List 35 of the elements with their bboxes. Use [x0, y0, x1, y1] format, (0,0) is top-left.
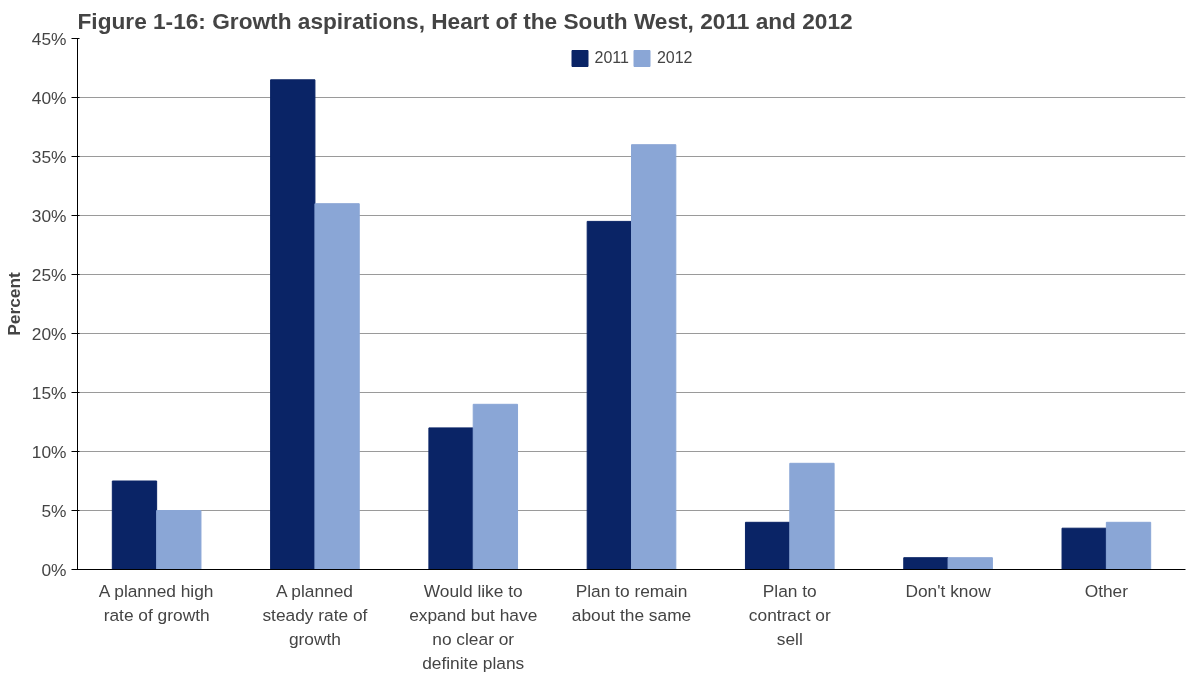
bar — [631, 144, 677, 570]
bar — [744, 521, 791, 570]
y-tick-label: 25% — [31, 264, 67, 285]
x-tick-label: Plan to contract or sell — [748, 580, 831, 649]
legend-label: 2012 — [656, 49, 693, 67]
y-tick-label: 0% — [41, 559, 67, 580]
chart-title: Figure 1-16: Growth aspirations, Heart of the South West, 2011 and 2012 — [77, 7, 853, 34]
bar — [314, 203, 360, 570]
bar — [586, 220, 632, 570]
y-tick-label: 40% — [31, 87, 67, 108]
y-tick-label: 5% — [41, 500, 67, 521]
bar — [156, 510, 202, 570]
y-tick-label: 35% — [31, 146, 67, 167]
bar — [947, 557, 993, 570]
bar — [111, 480, 158, 570]
y-tick-label: 10% — [31, 441, 67, 462]
x-tick-label: Would like to expand but have no clear or definite plans — [409, 580, 538, 673]
x-tick-label: Don't know — [905, 580, 992, 601]
x-tick-label: Other — [1084, 580, 1129, 601]
legend-label: 2011 — [594, 49, 629, 67]
x-tick-label: A planned steady rate of growth — [262, 580, 368, 649]
bar — [1105, 521, 1152, 570]
x-tick-label: Plan to remain about the same — [571, 580, 692, 625]
bar — [903, 557, 949, 570]
y-tick-label: 45% — [31, 28, 67, 49]
y-tick-label: 20% — [31, 323, 67, 344]
y-axis-title: Percent — [3, 271, 24, 336]
x-tick-label: A planned high rate of growth — [98, 580, 214, 625]
y-tick-label: 30% — [31, 205, 67, 226]
bar — [472, 403, 519, 570]
bar — [789, 462, 835, 570]
bar — [1061, 527, 1107, 570]
y-tick-label: 15% — [31, 382, 67, 403]
bar — [270, 79, 316, 570]
bar — [428, 427, 474, 570]
